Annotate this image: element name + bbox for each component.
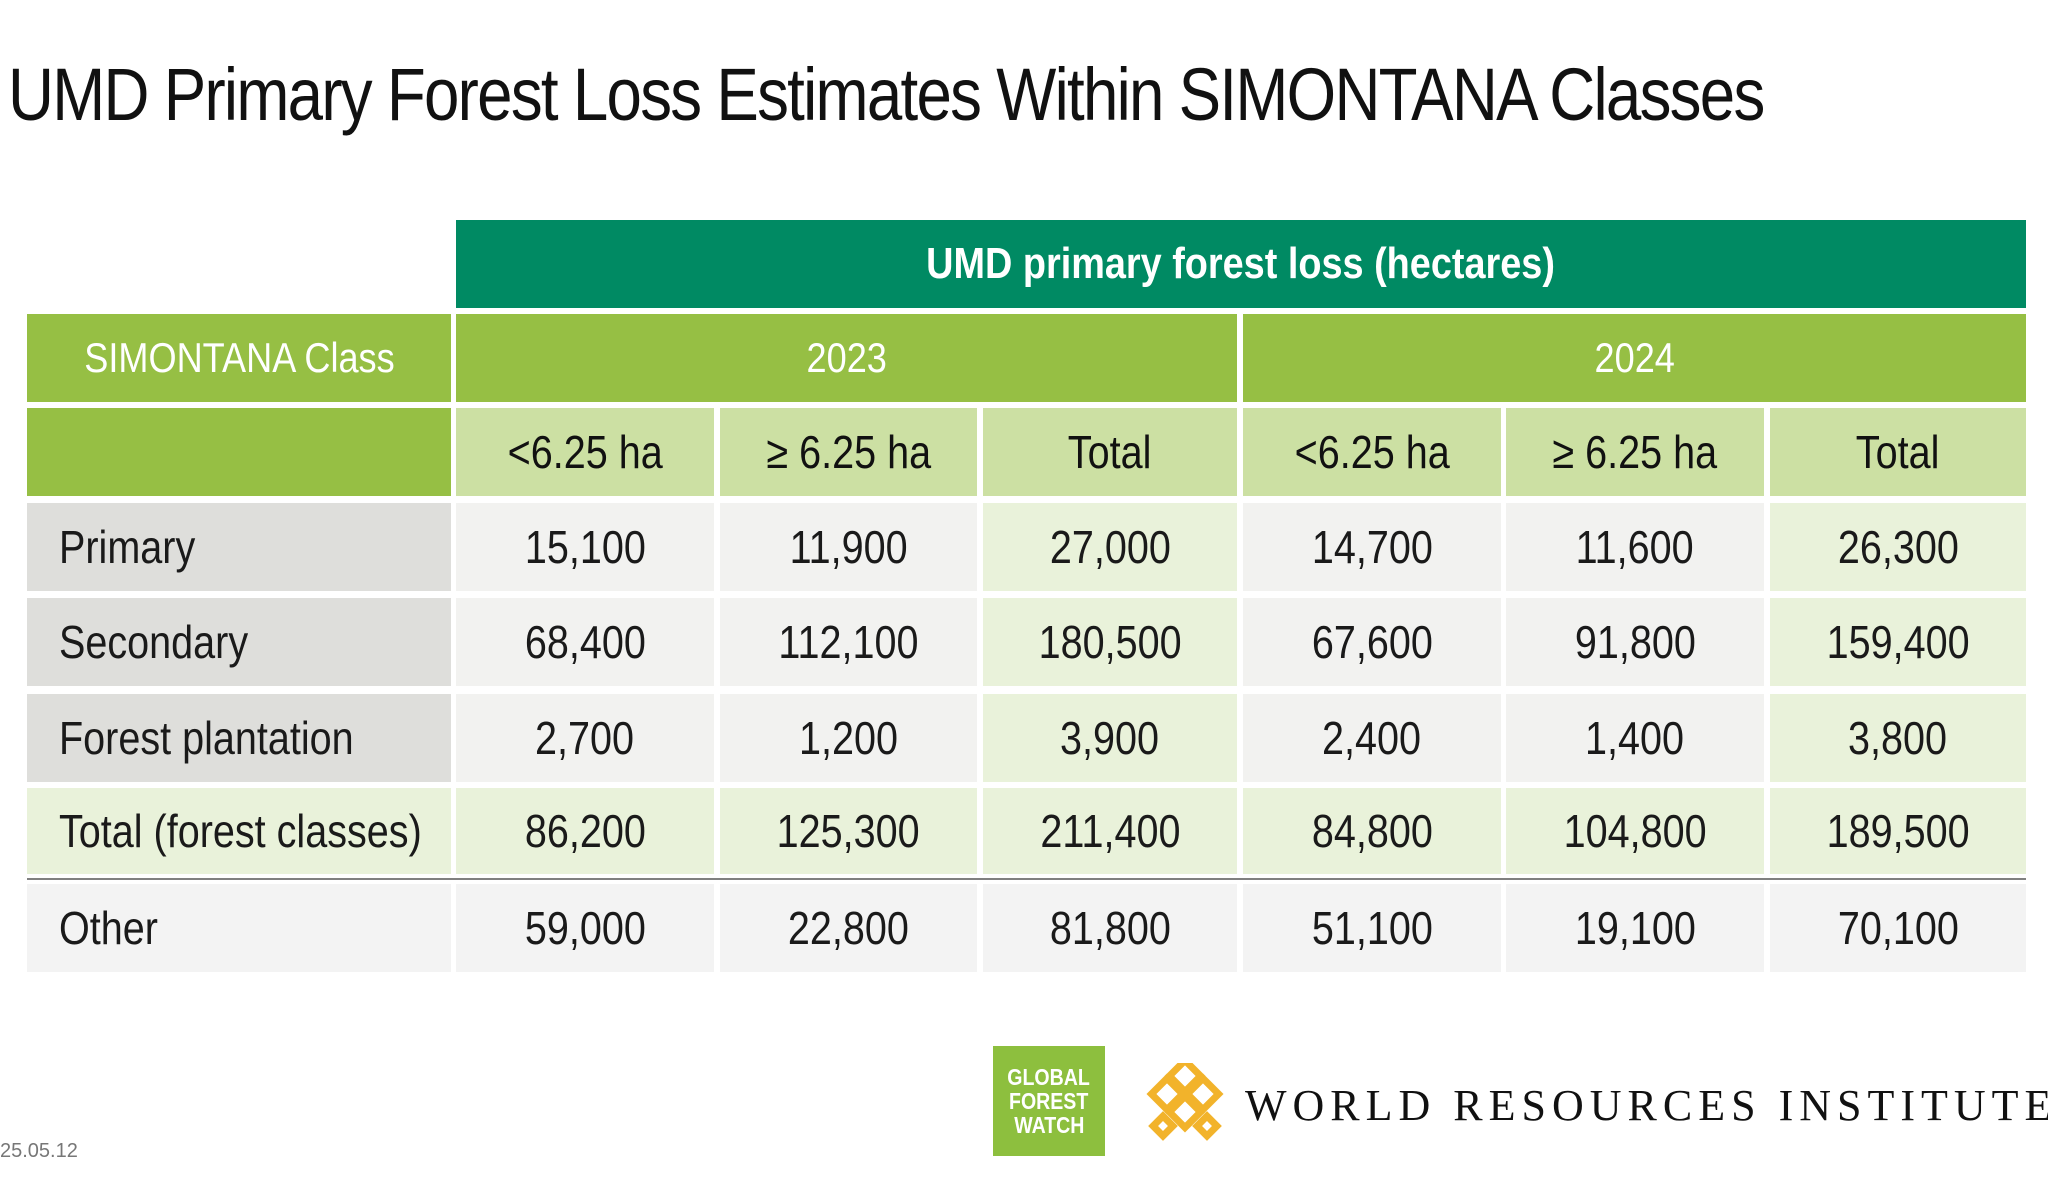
class-header: SIMONTANA Class	[27, 314, 451, 402]
table-cell: 189,500	[1770, 788, 2026, 874]
subheader: <6.25 ha	[456, 408, 714, 496]
table-cell: 19,100	[1506, 884, 1764, 972]
table-cell: 3,900	[983, 694, 1237, 782]
year-header-2023: 2023	[456, 314, 1237, 402]
table-cell: 159,400	[1770, 598, 2026, 686]
table-cell: 70,100	[1770, 884, 2026, 972]
table-cell: 81,800	[983, 884, 1237, 972]
table-cell: 2,700	[456, 694, 714, 782]
row-label: Other	[27, 884, 451, 972]
row-label: Total (forest classes)	[27, 788, 451, 874]
table-cell: 180,500	[983, 598, 1237, 686]
year-header-2024: 2024	[1243, 314, 2026, 402]
table-cell: 2,400	[1243, 694, 1501, 782]
row-label: Forest plantation	[27, 694, 451, 782]
table-cell: 27,000	[983, 503, 1237, 591]
table-cell: 86,200	[456, 788, 714, 874]
table-cell: 51,100	[1243, 884, 1501, 972]
table-cell: 59,000	[456, 884, 714, 972]
page-title: UMD Primary Forest Loss Estimates Within…	[8, 53, 1765, 136]
subheader: Total	[983, 408, 1237, 496]
table-cell: 15,100	[456, 503, 714, 591]
table-cell: 11,600	[1506, 503, 1764, 591]
subheader: Total	[1770, 408, 2026, 496]
table-cell: 68,400	[456, 598, 714, 686]
table-cell: 3,800	[1770, 694, 2026, 782]
date-stamp: 25.05.12	[0, 1140, 78, 1162]
table-cell: 125,300	[720, 788, 977, 874]
table-cell: 26,300	[1770, 503, 2026, 591]
group-header: UMD primary forest loss (hectares)	[456, 220, 2026, 308]
table-cell: 1,400	[1506, 694, 1764, 782]
table-cell: 84,800	[1243, 788, 1501, 874]
table-cell: 91,800	[1506, 598, 1764, 686]
wri-logo-mark	[1146, 1063, 1224, 1141]
table-cell: 211,400	[983, 788, 1237, 874]
subheader-blank	[27, 408, 451, 496]
row-label: Secondary	[27, 598, 451, 686]
wri-logo-text: WORLD RESOURCES INSTITUTE	[1245, 1081, 2048, 1130]
subheader: ≥ 6.25 ha	[1506, 408, 1764, 496]
subheader: ≥ 6.25 ha	[720, 408, 977, 496]
table-cell: 67,600	[1243, 598, 1501, 686]
global-forest-watch-logo: GLOBAL FOREST WATCH	[993, 1046, 1105, 1156]
table-cell: 14,700	[1243, 503, 1501, 591]
table-cell: 22,800	[720, 884, 977, 972]
table-cell: 104,800	[1506, 788, 1764, 874]
table-cell: 1,200	[720, 694, 977, 782]
row-label: Primary	[27, 503, 451, 591]
table-cell: 11,900	[720, 503, 977, 591]
total-divider	[27, 878, 2026, 880]
subheader: <6.25 ha	[1243, 408, 1501, 496]
table-cell: 112,100	[720, 598, 977, 686]
